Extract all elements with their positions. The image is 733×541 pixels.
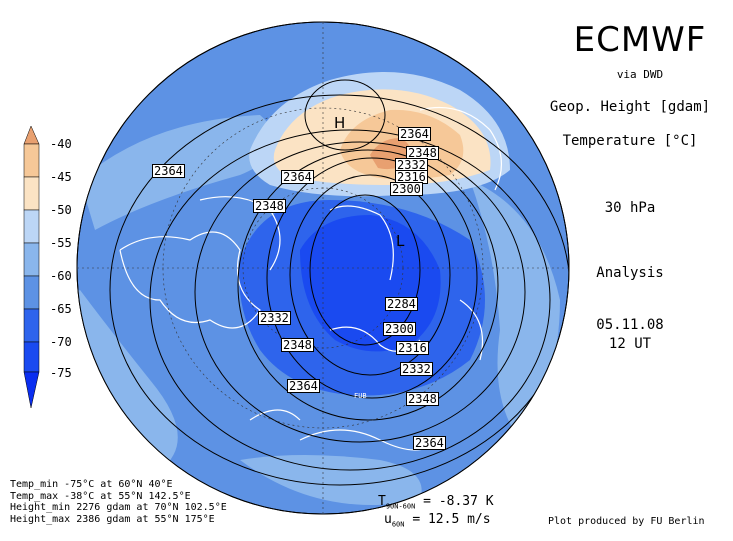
graticule [77, 22, 569, 514]
contour-label: 2348 [253, 199, 286, 213]
contour-label: 2300 [390, 182, 423, 196]
contour-label: 2364 [287, 379, 320, 393]
u-subscript: 60N [391, 520, 405, 529]
colorbar-label: -40 [50, 137, 72, 151]
contour-label: 2348 [281, 338, 314, 352]
temp-region-75 [300, 215, 441, 352]
mean-temperature: T90N-60N = -8.37 K [378, 494, 494, 511]
colorbar-label: -65 [50, 302, 72, 316]
colorbar [23, 125, 40, 409]
colorbar-top-arrow [23, 125, 40, 145]
temp-region-55c [77, 290, 178, 470]
contour-label: 2348 [406, 392, 439, 406]
colorbar-label: -75 [50, 366, 72, 380]
temp-region-55d [240, 455, 422, 505]
height-contours [109, 79, 569, 486]
variable-temperature: Temperature [°C] [562, 133, 698, 149]
low-pressure-label: L [396, 232, 405, 250]
model-title: ECMWF [573, 20, 707, 60]
colorbar-label: -60 [50, 269, 72, 283]
source-subtitle: via DWD [616, 68, 664, 81]
contour-label: 2332 [400, 362, 433, 376]
t-subscript: 90N-60N [385, 502, 416, 511]
colorbar-label: -70 [50, 335, 72, 349]
contour-label: 2364 [398, 127, 431, 141]
footer-stats: Temp_min -75°C at 60°N 40°E Temp_max -38… [10, 479, 227, 525]
height-min: Height_min 2276 gdam at 70°N 102.5°E [10, 502, 227, 513]
temp-max: Temp_max -38°C at 55°N 142.5°E [10, 490, 191, 502]
pressure-level: 30 hPa [604, 200, 656, 216]
contour-label: 2300 [383, 322, 416, 336]
contour-label: 2316 [396, 341, 429, 355]
analysis-date: 05.11.08 [596, 317, 664, 333]
t-symbol: T [378, 494, 386, 509]
credit: Plot produced by FU Berlin [548, 516, 705, 527]
temp-min: Temp_min -75°C at 60°N 40°E [10, 479, 173, 490]
coastlines [119, 106, 503, 451]
colorbar-label: -45 [50, 170, 72, 184]
contour-label: 2364 [413, 436, 446, 450]
colorbar-label: -50 [50, 203, 72, 217]
station-label: FUB [354, 392, 367, 400]
contour-label: 2284 [385, 297, 418, 311]
contour-label: 2348 [406, 146, 439, 160]
variable-height: Geop. Height [gdam] [549, 99, 711, 115]
u-symbol: u [384, 512, 392, 527]
t-value: = -8.37 K [423, 494, 494, 509]
contour-label: 2364 [281, 170, 314, 184]
contour-label: 2364 [152, 164, 185, 178]
u-value: = 12.5 m/s [412, 512, 491, 527]
height-max: Height_max 2386 gdam at 55°N 175°E [10, 513, 215, 525]
run-type: Analysis [596, 265, 664, 281]
mean-wind: u60N = 12.5 m/s [384, 512, 491, 529]
high-pressure-label: H [334, 114, 346, 132]
colorbar-label: -55 [50, 236, 72, 250]
colorbar-bottom-arrow [23, 371, 40, 409]
analysis-time: 12 UT [608, 336, 652, 352]
contour-label: 2332 [258, 311, 291, 325]
